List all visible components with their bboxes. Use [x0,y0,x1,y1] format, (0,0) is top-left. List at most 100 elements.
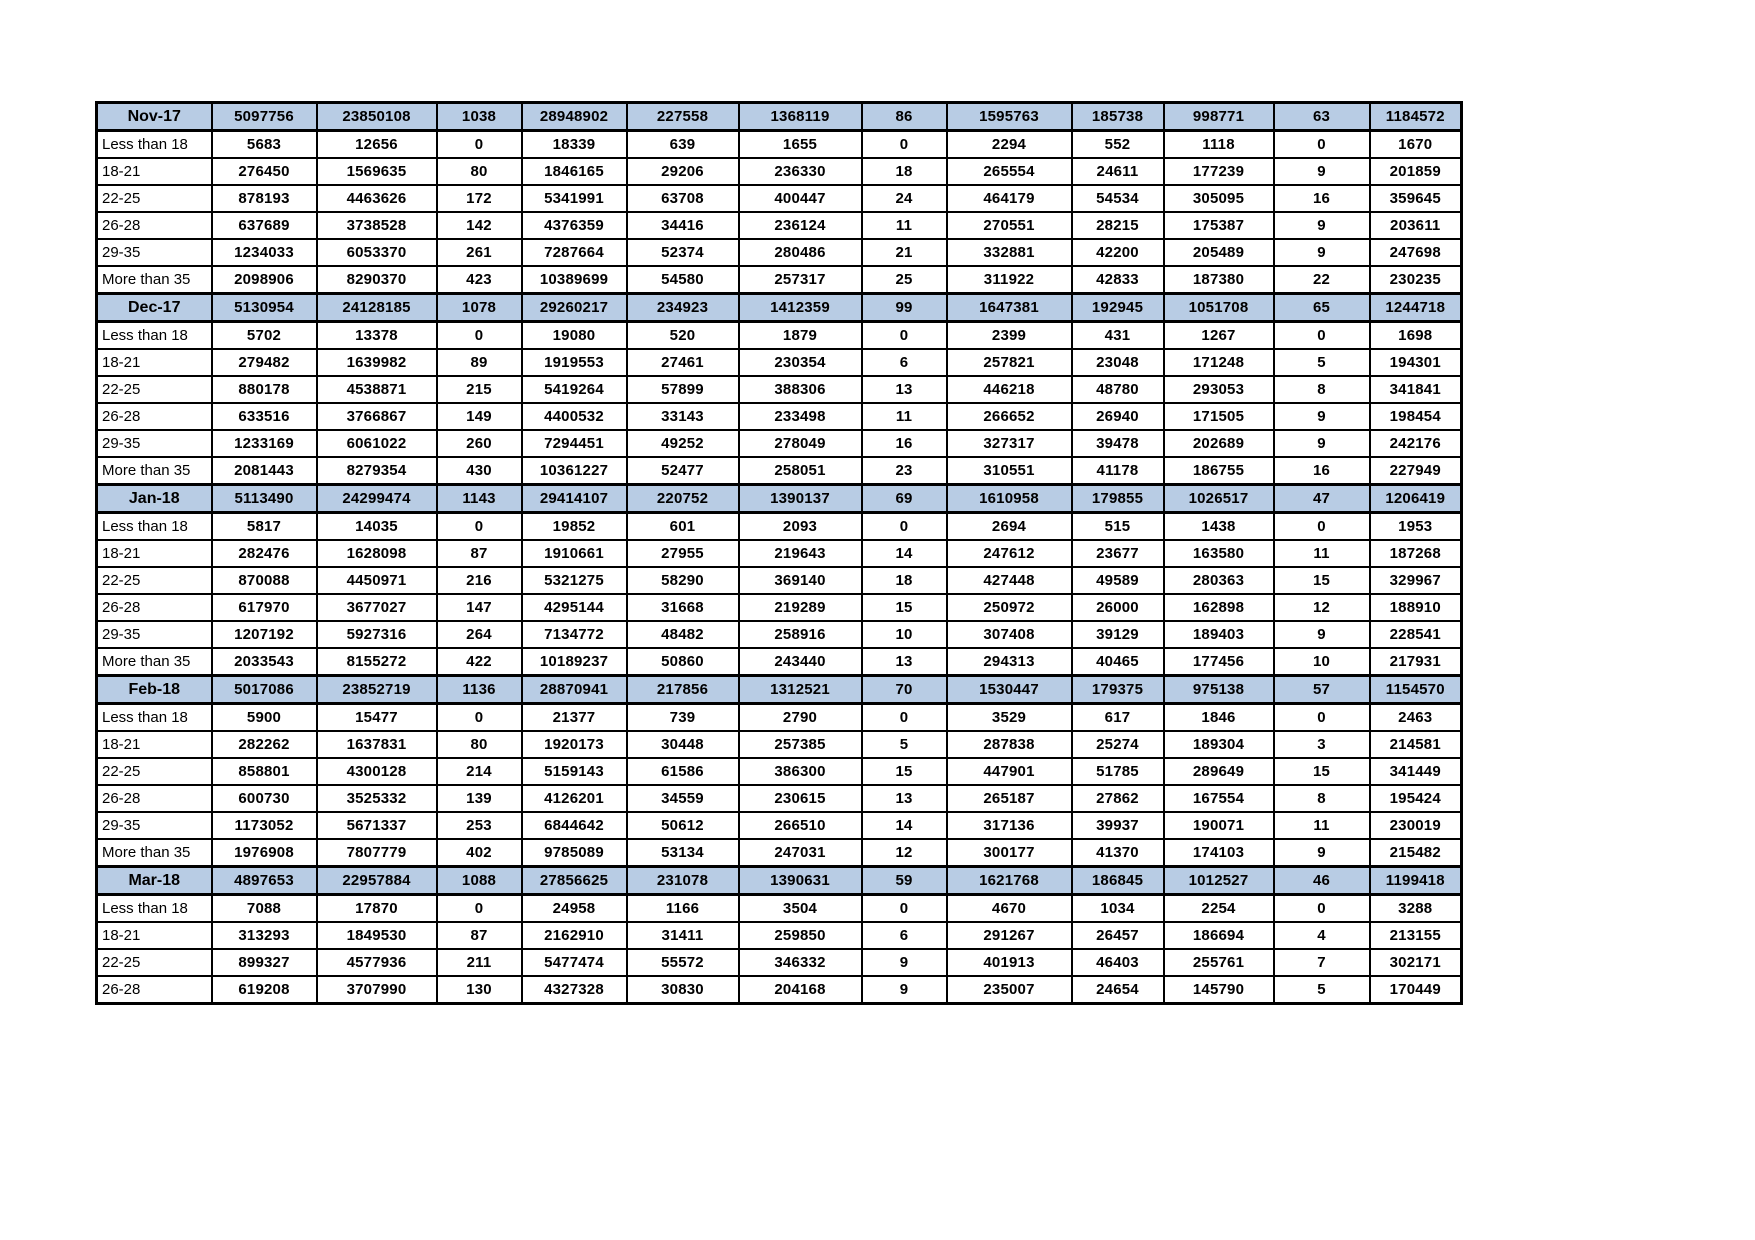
month-label: Jan-18 [95,483,213,514]
value-cell: 10 [860,620,948,649]
value-cell: 289649 [1162,757,1275,786]
value-cell: 1118 [1162,129,1275,159]
value-cell: 213155 [1368,921,1463,950]
value-cell: 189403 [1162,620,1275,649]
value-cell: 174103 [1162,838,1275,868]
section-total-cell: 1368119 [737,101,863,132]
value-cell: 3525332 [315,784,438,813]
age-group-label: 26-28 [95,211,213,240]
value-cell: 177456 [1162,647,1275,677]
value-cell: 145790 [1162,975,1275,1005]
value-cell: 431 [1070,320,1165,350]
value-cell: 236124 [737,211,863,240]
value-cell: 14 [860,811,948,840]
value-cell: 204168 [737,975,863,1005]
value-cell: 4 [1272,921,1371,950]
value-cell: 11 [860,211,948,240]
value-cell: 10389699 [520,265,628,295]
section-header-row-dec-17: Dec-17 5130954 24128185 1078 29260217 234923 1… [95,292,1463,323]
value-cell: 0 [860,129,948,159]
value-cell: 5341991 [520,184,628,213]
value-cell: 2033543 [210,647,318,677]
value-cell: 42200 [1070,238,1165,267]
age-group-label: 29-35 [95,429,213,458]
data-row: 26-28 637689 3738528 142 4376359 34416 236124 1… [95,211,1463,240]
value-cell: 29206 [625,157,740,186]
value-cell: 341841 [1368,375,1463,404]
value-cell: 13 [860,647,948,677]
value-cell: 177239 [1162,157,1275,186]
section-total-cell: 23852719 [315,674,438,705]
value-cell: 230019 [1368,811,1463,840]
value-cell: 313293 [210,921,318,950]
value-cell: 5321275 [520,566,628,595]
data-row: 18-21 276450 1569635 80 1846165 29206 236330 18… [95,157,1463,186]
value-cell: 5419264 [520,375,628,404]
value-cell: 6 [860,348,948,377]
data-row: More than 35 2081443 8279354 430 10361227 524… [95,456,1463,486]
section-total-cell: 29260217 [520,292,628,323]
value-cell: 266652 [945,402,1073,431]
value-cell: 235007 [945,975,1073,1005]
section-total-cell: 1244718 [1368,292,1463,323]
value-cell: 52374 [625,238,740,267]
value-cell: 278049 [737,429,863,458]
value-cell: 4450971 [315,566,438,595]
value-cell: 600730 [210,784,318,813]
value-cell: 0 [435,702,523,732]
data-row: 29-35 1173052 5671337 253 6844642 50612 266510… [95,811,1463,840]
value-cell: 1849530 [315,921,438,950]
section-total-cell: 24299474 [315,483,438,514]
value-cell: 6053370 [315,238,438,267]
section-total-cell: 217856 [625,674,740,705]
section-total-cell: 192945 [1070,292,1165,323]
section-total-cell: 28870941 [520,674,628,705]
value-cell: 1879 [737,320,863,350]
age-group-label: 29-35 [95,238,213,267]
value-cell: 359645 [1368,184,1463,213]
value-cell: 329967 [1368,566,1463,595]
age-group-label: More than 35 [95,647,213,677]
value-cell: 1628098 [315,539,438,568]
value-cell: 427448 [945,566,1073,595]
value-cell: 287838 [945,730,1073,759]
value-cell: 633516 [210,402,318,431]
value-cell: 26940 [1070,402,1165,431]
value-cell: 422 [435,647,523,677]
value-cell: 0 [1272,320,1371,350]
value-cell: 19852 [520,511,628,541]
value-cell: 257821 [945,348,1073,377]
value-cell: 0 [860,702,948,732]
data-row: 18-21 279482 1639982 89 1919553 27461 230354 6 2… [95,348,1463,377]
section-total-cell: 63 [1272,101,1371,132]
value-cell: 258051 [737,456,863,486]
value-cell: 300177 [945,838,1073,868]
data-row: 29-35 1234033 6053370 261 7287664 52374 280486… [95,238,1463,267]
age-group-label: Less than 18 [95,129,213,159]
section-total-cell: 4897653 [210,865,318,896]
value-cell: 878193 [210,184,318,213]
data-row: 26-28 617970 3677027 147 4295144 31668 219289 1… [95,593,1463,622]
section-total-cell: 1078 [435,292,523,323]
value-cell: 9 [1272,157,1371,186]
value-cell: 7287664 [520,238,628,267]
value-cell: 149 [435,402,523,431]
value-cell: 202689 [1162,429,1275,458]
value-cell: 552 [1070,129,1165,159]
section-total-cell: 1647381 [945,292,1073,323]
value-cell: 266510 [737,811,863,840]
section-total-cell: 1184572 [1368,101,1463,132]
section-total-cell: 69 [860,483,948,514]
age-group-label: More than 35 [95,456,213,486]
value-cell: 15 [1272,757,1371,786]
value-cell: 294313 [945,647,1073,677]
age-group-label: 22-25 [95,184,213,213]
value-cell: 54580 [625,265,740,295]
value-cell: 9 [1272,402,1371,431]
section-total-cell: 1610958 [945,483,1073,514]
value-cell: 13 [860,375,948,404]
section-total-cell: 29414107 [520,483,628,514]
value-cell: 25274 [1070,730,1165,759]
value-cell: 1639982 [315,348,438,377]
